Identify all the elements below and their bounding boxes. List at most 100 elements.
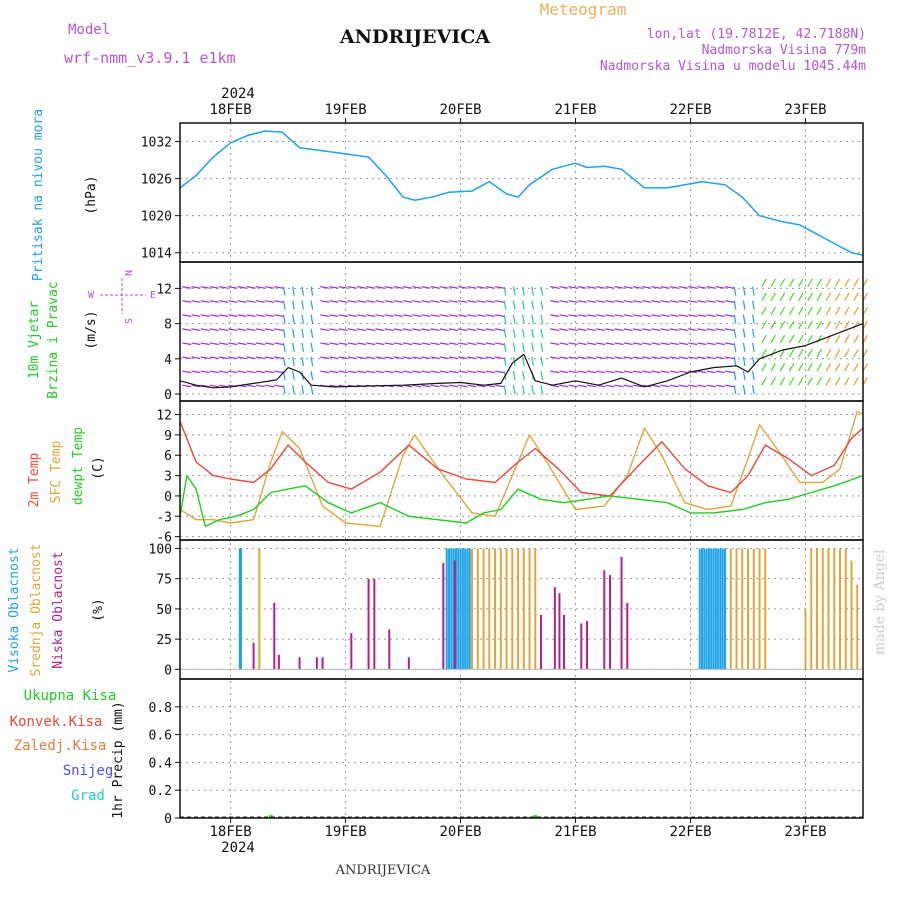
wind-arrow [310,370,314,381]
wind-arrow [715,356,725,360]
wind-arrow [540,342,544,352]
wind-arrow [292,356,295,366]
wind-arrow [512,328,516,338]
cloud-high-bar [466,548,469,670]
wind-arrow [209,314,219,317]
wind-arrow [779,348,786,358]
wind-arrow [191,356,201,360]
wind-arrow [733,356,737,366]
wind-arrow [577,328,587,332]
precip-legend-snow: Snijeg [63,763,114,779]
wind-arrow [834,278,841,287]
wind-arrow [706,328,716,332]
wind-arrow [844,377,850,386]
wind-arrow [522,314,525,324]
wind-arrow [669,356,679,360]
cloud-mid-bar [258,548,261,670]
wind-arrow [761,278,767,287]
wind-arrow [503,286,507,296]
wind-arrow [485,384,495,388]
cloud-unit: (%) [91,598,106,621]
bottom-date-label: 20FEB [439,824,481,840]
wind-arrow [182,286,192,289]
wind-arrow [310,300,314,310]
wind-arrow [522,356,525,366]
temp2m-axis-title: 2m Temp [27,452,42,507]
wind-arrow [320,300,330,303]
cloud-mid-bar [534,548,537,670]
wind-arrow [816,320,823,330]
wind-arrow [421,384,431,388]
precip-axis-title: 1hr Precip (mm) [111,701,126,818]
wind-arrow [218,300,229,303]
wind-arrow [320,314,330,317]
wind-arrow [733,385,737,395]
wind-arrow [384,356,394,360]
cloud-mid-bar [816,548,819,670]
wind-arrow [494,300,505,303]
wind-arrow [724,314,734,317]
wind-arrow [375,370,385,374]
cloud-low-bar [442,562,445,670]
wind-arrow [688,384,698,388]
cloud-high-bar [698,548,701,670]
wind-arrow [301,328,305,338]
wind-arrow [596,370,606,374]
wind-arrow [651,384,661,388]
cloud-low-bar [277,654,280,670]
wind-arrow [816,278,823,287]
cloud-mid-bar [850,560,853,670]
wind-arrow [209,286,219,289]
wind-arrow [458,342,468,346]
wind-arrow [430,300,440,303]
wind-arrow [503,356,507,366]
wind-arrow [770,306,777,316]
wind-arrow [807,306,813,316]
wind-arrow [660,300,670,303]
wind-arrow [218,286,229,289]
wind-arrow [182,356,192,360]
wind-arrow [458,286,468,289]
wind-arrow [788,334,795,344]
wind-arrow [439,300,449,303]
top-date-label: 19FEB [324,102,366,118]
wind-arrow [550,356,560,360]
wind-arrow [651,342,661,346]
wind-arrow [191,286,201,289]
wind-arrow [264,384,275,388]
wind-arrow [761,320,767,330]
wind-arrow [605,300,615,303]
precip-legend-convective: Konvek.Kisa [10,714,103,730]
wind-arrow [678,314,688,317]
wind-arrow [228,314,238,317]
wind-arrow [485,286,495,289]
wind-arrow [237,370,247,374]
wind-arrow [614,300,624,303]
wind-arrow [467,300,477,303]
wind-arrow [310,356,314,366]
cloud-high-bar [468,548,471,670]
wind-arrow [586,286,597,289]
wind-arrow [807,334,813,344]
wind-arrow [724,370,734,374]
wind-arrow [614,356,624,360]
wind-arrow [816,348,823,358]
wind-arrow [559,356,569,360]
wind-arrow [632,342,643,346]
wind-arrow [485,300,495,303]
wind-arrow [568,300,578,303]
model-label: Model [68,22,110,38]
wind-arrow [494,342,505,346]
wind-arrow [733,300,737,310]
wind-arrow [255,328,265,332]
wind-arrow [688,342,698,346]
top-date-label: 20FEB [439,102,481,118]
wind-arrow [605,286,615,289]
wind-arrow [724,300,734,303]
product-title: Meteogram [540,0,627,19]
wind-arrow [274,356,284,360]
wind-arrow [329,342,339,346]
wind-arrow [282,356,286,366]
wind-arrow [448,314,459,317]
wind-arrow [412,356,422,360]
